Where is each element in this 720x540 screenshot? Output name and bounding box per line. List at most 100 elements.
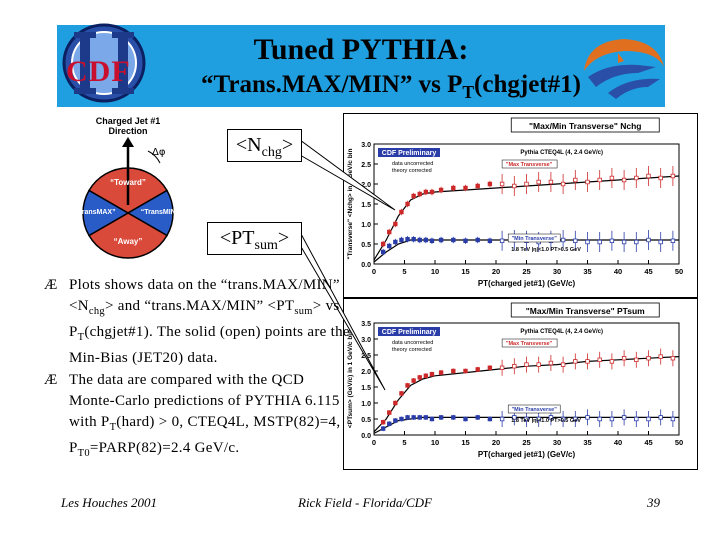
min-transverse-point xyxy=(524,416,529,422)
min-transverse-point xyxy=(646,416,651,422)
university-logo xyxy=(584,39,664,99)
min-transverse-point xyxy=(634,239,639,245)
y-tick-label: 1.5 xyxy=(361,385,371,392)
x-tick-label: 15 xyxy=(461,438,469,447)
x-axis-label: PT(charged jet#1) (GeV/c) xyxy=(478,450,576,459)
theory-label: Pythia CTEQ4L (4, 2.4 GeV/c) xyxy=(520,329,603,335)
region-toward-label: “Toward” xyxy=(110,178,146,187)
diagram-label-top-1: Charged Jet #1 xyxy=(96,116,161,126)
slide-title: Tuned PYTHIA: “Trans.MAX/MIN” vs PT(chgj… xyxy=(57,32,665,109)
title-line-2: “Trans.MAX/MIN” vs PT(chgjet#1) xyxy=(57,68,665,109)
min-transverse-label: "Min Transverse" xyxy=(512,236,558,242)
y-tick-label: 2.0 xyxy=(361,182,371,189)
max-transverse-point xyxy=(417,375,422,380)
min-transverse-point xyxy=(621,415,627,420)
x-tick-label: 45 xyxy=(644,438,652,447)
min-transverse-point xyxy=(405,415,410,420)
ptsum-callout-sub: sum xyxy=(254,238,278,253)
max-transverse-point xyxy=(438,187,444,193)
y-axis-label: "Transverse" <Nchg> in 1 GeV/c bin xyxy=(347,149,354,260)
phi-label: Δφ xyxy=(152,147,166,158)
cuts-label: 1.8 TeV |η|<1.0 PT>0.5 GeV xyxy=(511,418,581,424)
jet-arrow-head xyxy=(122,137,134,147)
max-transverse-point xyxy=(387,229,392,235)
ptsum-callout-prefix: <PT xyxy=(219,227,255,249)
max-transverse-point xyxy=(548,360,554,366)
preliminary-box xyxy=(378,148,440,157)
min-transverse-point xyxy=(387,421,392,426)
title-banner xyxy=(57,25,665,107)
bullet-2-text-a: The data are compared with the QCD Monte… xyxy=(69,372,340,430)
min-transverse-point xyxy=(417,237,422,243)
footer-center: Rick Field - Florida/CDF xyxy=(298,495,432,510)
y-tick-label: 2.5 xyxy=(361,353,371,360)
min-transverse-point xyxy=(634,416,639,422)
bullet-1-text-d: (chgjet#1). The solid (open) points are … xyxy=(69,324,350,366)
title-line-2-prefix: “Trans.MAX/MIN” vs P xyxy=(201,71,463,98)
bullet-mark-2: Æ xyxy=(44,372,58,388)
min-transverse-point xyxy=(585,239,590,245)
bullet-1-text-a: Plots shows data on the “trans.MAX/MIN” … xyxy=(69,277,340,314)
max-transverse-point xyxy=(411,193,416,199)
x-axis-label: PT(charged jet#1) (GeV/c) xyxy=(478,279,576,288)
min-transverse-label: "Min Transverse" xyxy=(512,407,558,413)
min-transverse-point xyxy=(536,416,541,422)
y-tick-label: 0.5 xyxy=(361,242,371,249)
max-transverse-point xyxy=(670,356,676,361)
min-transverse-point xyxy=(451,237,456,243)
x-tick-label: 50 xyxy=(675,438,683,447)
y-tick-label: 2.5 xyxy=(361,162,371,169)
chart-title-box xyxy=(510,117,660,133)
max-transverse-point xyxy=(380,420,386,425)
max-transverse-point xyxy=(429,372,435,377)
max-transverse-point xyxy=(451,185,456,191)
nchg-chart-panel: "Max/Min Transverse" Nchg 0 5 10 15 20 25 30 35 4… xyxy=(343,113,698,298)
min-transverse-point xyxy=(411,415,416,420)
min-transverse-point xyxy=(405,237,410,242)
chart-title: "Max/Min Transverse" Nchg xyxy=(529,121,641,131)
max-transverse-point xyxy=(393,400,398,406)
max-transverse-point xyxy=(646,173,651,179)
min-transverse-point xyxy=(499,416,505,422)
min-transverse-point xyxy=(411,237,416,242)
ptsum-callout-suffix: > xyxy=(277,227,290,249)
region-away-wedge xyxy=(88,212,168,259)
x-tick-label: 35 xyxy=(583,267,591,276)
min-transverse-point xyxy=(438,415,444,420)
bullet-1-sub-a: chg xyxy=(88,306,105,317)
title-line-2-suffix: (chgjet#1) xyxy=(474,71,581,98)
x-tick-label: 5 xyxy=(402,438,406,447)
note-uncorrected: data uncorrected xyxy=(392,161,433,167)
x-tick-label: 50 xyxy=(675,267,683,276)
max-transverse-point xyxy=(548,179,554,185)
theory-label: Pythia CTEQ4L (4, 2.4 GeV/c) xyxy=(520,150,603,156)
x-tick-label: 0 xyxy=(372,267,376,276)
max-transverse-point xyxy=(536,179,541,185)
cuts-label: 1.8 TeV |η|<1.0 PT>0.5 GeV xyxy=(511,247,581,253)
phi-arc xyxy=(147,150,161,164)
footer-left: Les Houches 2001 xyxy=(61,495,158,510)
nchg-chart: "Max/Min Transverse" Nchg 0 5 10 15 20 25 30 35 4… xyxy=(347,117,683,288)
min-transverse-point xyxy=(393,239,398,245)
preliminary-label: CDF Preliminary xyxy=(382,150,437,157)
max-transverse-point xyxy=(475,367,480,372)
ptsum-chart-panel: "Max/Min Transverse" PTsum 0 5 10 15 20 25 30 35… xyxy=(343,298,698,470)
region-diagram: Charged Jet #1 Direction Δφ “Toward” “Tr… xyxy=(74,116,179,259)
min-transverse-point xyxy=(451,415,456,420)
min-transverse-point xyxy=(560,416,566,422)
max-transverse-point xyxy=(524,181,529,187)
min-transverse-point xyxy=(399,416,404,422)
max-transverse-point xyxy=(560,362,566,367)
min-transverse-point xyxy=(621,239,627,245)
y-tick-label: 0.0 xyxy=(361,262,371,269)
x-tick-label: 35 xyxy=(583,438,591,447)
note-uncorrected: data uncorrected xyxy=(392,340,433,346)
bullet-item-1: Æ Plots shows data on the “trans.MAX/MIN… xyxy=(44,275,354,369)
max-transverse-point xyxy=(463,185,468,191)
x-tick-label: 5 xyxy=(402,267,406,276)
min-transverse-point xyxy=(499,238,505,243)
max-transverse-point xyxy=(487,181,493,187)
max-transverse-point xyxy=(560,181,566,187)
min-transverse-point xyxy=(380,426,386,431)
max-transverse-point xyxy=(423,373,429,378)
